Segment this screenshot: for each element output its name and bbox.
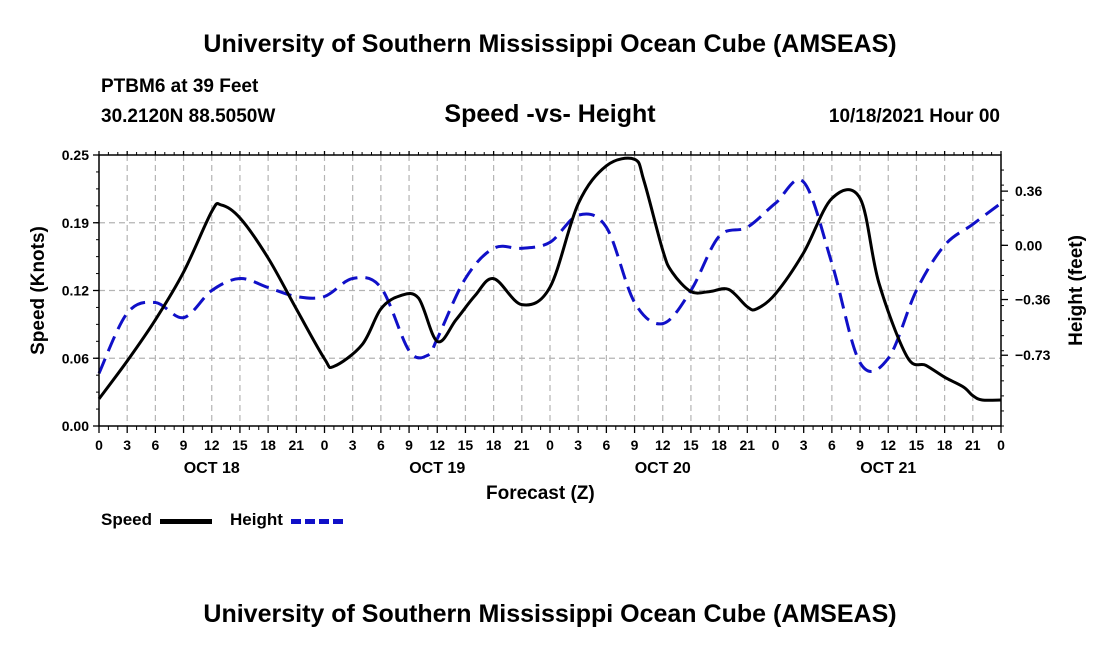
- x-tick-label: 9: [180, 437, 188, 453]
- x-tick-label: 0: [95, 437, 103, 453]
- grid: [99, 155, 1001, 426]
- y-right-tick-label: −0.73: [1015, 347, 1051, 363]
- x-tick-label: 21: [514, 437, 530, 453]
- legend-speed-label: Speed: [101, 510, 153, 529]
- y-left-axis-title: Speed (Knots): [28, 226, 49, 355]
- x-tick-label: 6: [828, 437, 836, 453]
- y-right-tick-label: −0.36: [1015, 292, 1051, 308]
- x-day-label: OCT 20: [635, 460, 691, 477]
- legend-height-swatch: [291, 519, 343, 524]
- x-tick-label: 6: [151, 437, 159, 453]
- x-tick-label: 18: [711, 437, 727, 453]
- x-tick-label: 0: [772, 437, 780, 453]
- x-day-label: OCT 19: [409, 460, 465, 477]
- x-day-label: OCT 21: [860, 460, 916, 477]
- x-tick-label: 21: [740, 437, 756, 453]
- x-tick-label: 3: [574, 437, 582, 453]
- y-right-tick-label: 0.36: [1015, 183, 1042, 199]
- coordinates-label: 30.2120N 88.5050W: [101, 106, 276, 127]
- x-tick-label: 9: [405, 437, 413, 453]
- x-tick-label: 9: [631, 437, 639, 453]
- main-title: University of Southern Mississippi Ocean…: [203, 30, 897, 58]
- station-label: PTBM6 at 39 Feet: [101, 76, 259, 97]
- x-tick-label: 9: [856, 437, 864, 453]
- legend-height-label: Height: [230, 510, 283, 529]
- x-tick-label: 18: [486, 437, 502, 453]
- x-tick-label: 0: [321, 437, 329, 453]
- y-left-tick-label: 0.00: [62, 418, 89, 434]
- x-tick-label: 21: [289, 437, 305, 453]
- x-tick-label: 3: [349, 437, 357, 453]
- x-tick-label: 12: [655, 437, 671, 453]
- x-tick-label: 6: [377, 437, 385, 453]
- x-tick-label: 15: [232, 437, 248, 453]
- legend-speed-swatch: [160, 519, 212, 524]
- series-height-line: [97, 178, 1002, 374]
- y-left-tick-label: 0.12: [62, 283, 89, 299]
- y-right-tick-label: 0.00: [1015, 237, 1042, 253]
- x-tick-label: 15: [458, 437, 474, 453]
- x-tick-label: 21: [965, 437, 981, 453]
- x-day-label: OCT 18: [184, 460, 240, 477]
- y-left-tick-label: 0.19: [62, 215, 89, 231]
- x-tick-label: 15: [683, 437, 699, 453]
- series-speed-line: [97, 156, 1002, 402]
- y-left-tick-label: 0.06: [62, 350, 89, 366]
- y-left-tick-label: 0.25: [62, 147, 89, 163]
- x-tick-label: 12: [880, 437, 896, 453]
- footer-title: University of Southern Mississippi Ocean…: [203, 600, 897, 628]
- x-tick-label: 0: [546, 437, 554, 453]
- axes: 0 3 6 9 12 15 18 21 0 3 6 9 12 15 18 21 0 3 6 9 12 15 18 21 0 3 6 9…: [28, 147, 1087, 477]
- date-label: 10/18/2021 Hour 00: [828, 106, 1000, 127]
- x-tick-label: 3: [123, 437, 131, 453]
- x-tick-label: 12: [204, 437, 220, 453]
- x-tick-label: 15: [909, 437, 925, 453]
- x-tick-label: 18: [937, 437, 953, 453]
- series-group: [97, 156, 1002, 402]
- x-tick-label: 6: [602, 437, 610, 453]
- x-tick-label: 18: [260, 437, 276, 453]
- x-tick-label: 3: [800, 437, 808, 453]
- x-tick-label: 0: [997, 437, 1005, 453]
- y-right-axis-title: Height (feet): [1066, 235, 1087, 346]
- chart-subtitle: Speed -vs- Height: [444, 100, 656, 128]
- x-tick-label: 12: [429, 437, 445, 453]
- x-axis-title: Forecast (Z): [486, 483, 595, 504]
